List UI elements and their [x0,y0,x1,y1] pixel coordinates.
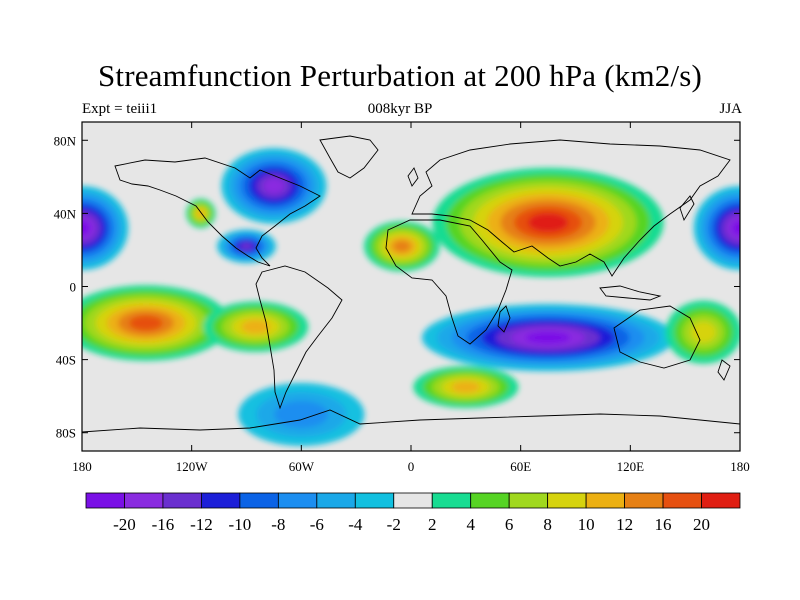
south-america-positive [203,301,309,352]
experiment-label: Expt = teiii1 [82,101,158,117]
mexico-negative [217,229,276,264]
chart-title: Streamfunction Perturbation at 200 hPa (… [97,58,703,93]
mexico-negative-level [239,242,254,251]
colorbar-swatch [701,492,741,509]
colorbar-label: 20 [693,515,710,534]
lat-tick-label: 40N [54,206,77,221]
north-pacific-negative-east-level [731,220,740,236]
lat-tick-label: 0 [70,280,77,295]
australia-coast [613,305,701,369]
japan-coast [679,195,695,222]
colorbar-swatch [162,492,202,509]
season-label: JJA [719,101,742,117]
south-atlantic-positive [413,366,519,409]
new-zealand-coast [717,359,731,381]
colorbar-swatch [547,492,587,509]
greenland-coast [319,135,379,179]
antarctica-coast [82,409,740,433]
north-pacific-negative [82,185,129,271]
lon-tick-label: 180 [72,459,92,474]
colorbar-swatch [393,492,433,509]
colorbar-swatch [124,492,164,509]
colorbar-swatch [585,492,625,509]
colorbar-label: 6 [505,515,514,534]
south-america-positive-level [241,319,270,334]
south-pacific-positive-level [129,315,163,331]
coastlines [82,135,740,433]
indonesia-coast [599,285,662,301]
colorbar-swatch [316,492,356,509]
lon-tick-label: 120W [176,459,209,474]
southern-ocean-negative-level [274,400,329,428]
colorbar-swatch [239,492,279,509]
lon-tick-label: 0 [408,459,415,474]
north-pacific-negative-level [82,220,91,236]
colorbar-swatch [508,492,549,509]
southern-indian-negative [421,304,675,372]
colorbar-swatch [624,492,664,509]
north-pacific-negative-east [693,185,740,271]
colorbar-swatch [354,492,395,509]
colorbar-label: 16 [655,515,672,534]
north-africa-positive [364,221,440,272]
eurasia-positive [432,167,664,278]
southern-indian-negative-level [525,331,571,344]
colorbar-swatch [431,492,472,509]
west-pacific-positive [665,300,740,364]
uk-coast [407,167,419,187]
south-pacific-positive [82,285,231,361]
colorbar-swatch [662,492,702,509]
canada-negative [221,148,327,224]
colorbar-label: -4 [348,515,363,534]
colorbar-swatch [277,492,318,509]
colorbar-swatch [470,492,510,509]
lat-tick-label: 80S [56,426,76,441]
colorbar-label: -12 [190,515,213,534]
lon-tick-label: 60E [510,459,531,474]
africa-coast [385,219,513,345]
south-atlantic-positive-level [451,381,481,393]
colorbar-label: -10 [229,515,252,534]
colorbar-label: -8 [271,515,285,534]
south-america-coast [255,265,343,410]
canada-negative-level [263,178,285,194]
colorbar-swatch [85,492,125,509]
colorbar-label: -2 [387,515,401,534]
lat-tick-label: 80N [54,133,77,148]
colorbar-label: 10 [578,515,595,534]
lat-tick-label: 40S [56,353,76,368]
colorbar-label: -20 [113,515,136,534]
colorbar-label: 4 [466,515,475,534]
eurasia-coast [411,139,731,277]
colorbar-label: 12 [616,515,633,534]
colorbar-swatch [201,492,241,509]
eurasia-positive-level [527,212,569,233]
madagascar-coast [497,305,511,333]
colorbar-label: -16 [152,515,175,534]
lon-tick-label: 60W [289,459,315,474]
colorbar-label: -6 [310,515,324,534]
streamfunction-field [82,148,740,446]
lon-tick-label: 120E [617,459,645,474]
colorbar-label: 2 [428,515,437,534]
southern-ocean-negative [238,382,365,446]
north-america-coast [114,157,321,267]
map-axes: 80N 40N 0 40S 80S 180 120W 60W 0 60E 120E 180 [54,122,750,474]
colorbar: -20 -16 -12 -10 -8 -6 -4 -2 2 4 6 8 10 12 16 20 [85,492,741,534]
lon-tick-label: 180 [730,459,750,474]
map-background [82,122,740,451]
north-africa-positive-level [393,240,411,253]
time-label: 008kyr BP [367,101,433,117]
west-pacific-positive-level [690,321,717,343]
colorbar-label: 8 [543,515,552,534]
